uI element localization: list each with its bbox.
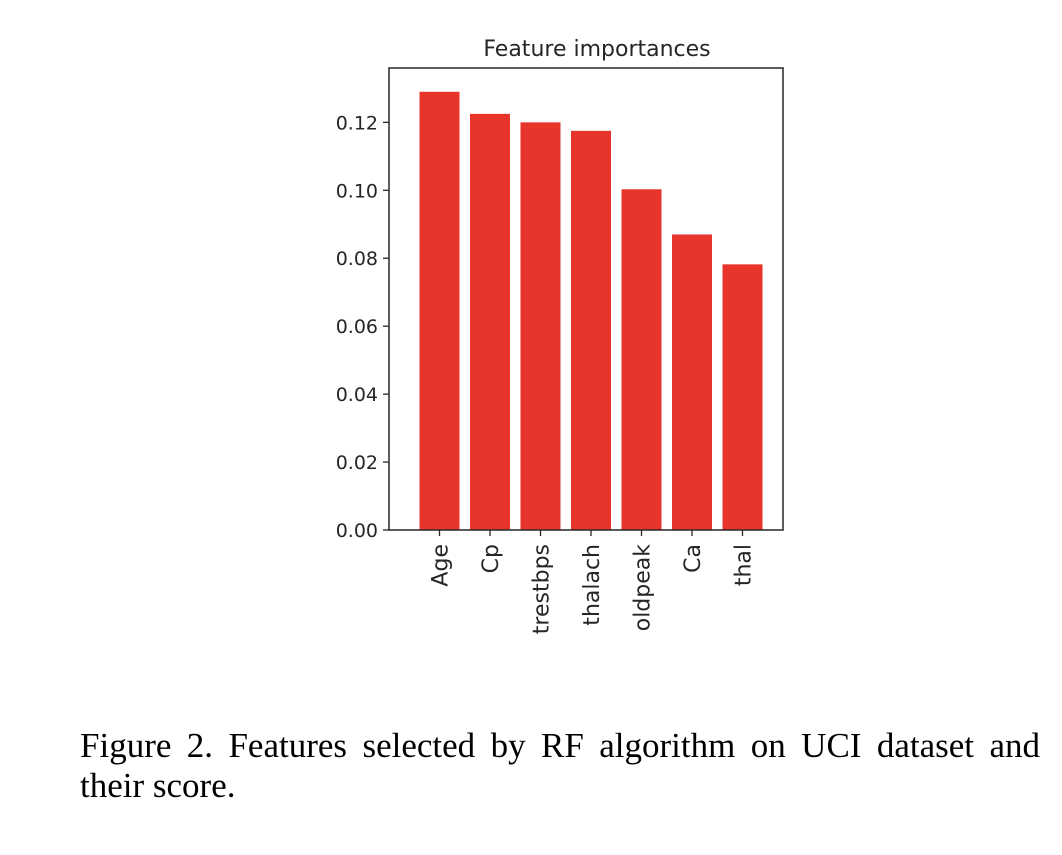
bars-group — [419, 91, 763, 531]
x-tick-label-oldpeak: oldpeak — [631, 544, 656, 632]
chart-title: Feature importances — [483, 37, 710, 62]
bar-trestbps — [520, 122, 561, 531]
x-tick-label-thal: thal — [732, 544, 757, 586]
x-tick-label-ca: Ca — [681, 544, 706, 573]
y-axis: 0.00 0.02 0.04 0.06 0.08 0.10 0.12 — [336, 112, 389, 542]
x-tick-label-trestbps: trestbps — [530, 544, 555, 634]
y-tick-label: 0.02 — [336, 452, 378, 474]
x-axis: Age Cp trestbps thalach oldpeak Ca thal — [429, 530, 757, 634]
x-tick-label-thalach: thalach — [580, 544, 605, 626]
x-tick-label-cp: Cp — [479, 544, 504, 573]
bar-age — [419, 91, 460, 530]
bar-thalach — [571, 130, 611, 530]
y-tick-label: 0.04 — [336, 384, 378, 406]
y-tick-label: 0.06 — [336, 316, 378, 338]
y-tick-label: 0.00 — [336, 520, 378, 542]
y-tick-label: 0.10 — [336, 180, 378, 202]
y-tick-label: 0.08 — [336, 248, 378, 270]
bar-ca — [672, 234, 712, 531]
bar-oldpeak — [621, 189, 662, 530]
feature-importance-chart: Feature importances 0.00 0.02 0.04 0.06 0.08… — [336, 37, 784, 634]
y-tick-label: 0.12 — [336, 112, 378, 134]
x-tick-label-age: Age — [429, 544, 454, 587]
bar-thal — [722, 264, 763, 530]
plot-frame — [388, 67, 784, 531]
figure-caption: Figure 2. Features selected by RF algori… — [80, 726, 1040, 805]
bar-cp — [470, 113, 510, 530]
